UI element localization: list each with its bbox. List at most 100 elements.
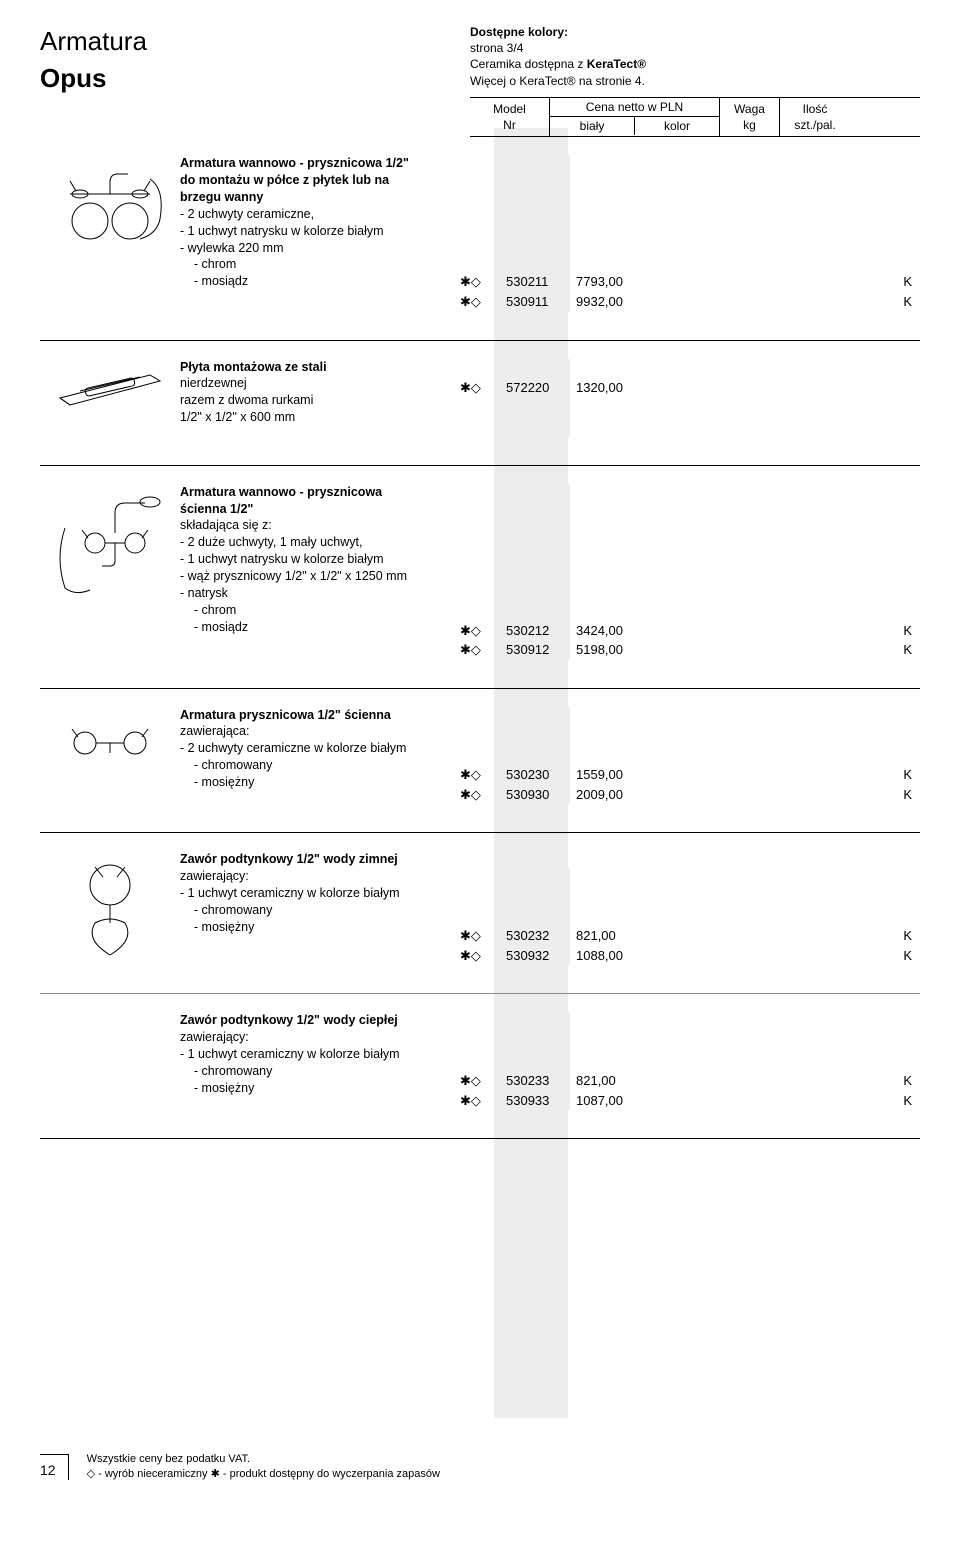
k-value: K xyxy=(650,926,920,946)
product-section: Armatura wannowo - prysznicowaścienna 1/… xyxy=(40,466,920,689)
product-description: Armatura prysznicowa 1/2" ściennazawiera… xyxy=(180,707,460,805)
variant-row: ✱◇530233821,00K xyxy=(460,1071,920,1091)
product-image xyxy=(40,707,180,805)
th-ilosc: Ilość xyxy=(780,101,850,117)
th-bialy: biały xyxy=(550,117,635,135)
product-image xyxy=(40,155,180,311)
product-description: Zawór podtynkowy 1/2" wody ciepłejzawier… xyxy=(180,1012,460,1110)
page-footer: 12 Wszystkie ceny bez podatku VAT. ◇ - w… xyxy=(40,1452,440,1482)
model-number: 530211 xyxy=(500,272,570,292)
variant-label: - chromowany xyxy=(180,1063,460,1080)
k-value: K xyxy=(650,1091,920,1111)
variant-label: - mosiężny xyxy=(180,774,460,791)
th-model: Model xyxy=(470,101,549,117)
variant-label: - mosiężny xyxy=(180,919,460,936)
ceramika-text: Ceramika dostępna z xyxy=(470,57,587,71)
colors-info: Dostępne kolory: strona 3/4 Ceramika dos… xyxy=(470,24,920,89)
model-number: 530930 xyxy=(500,785,570,805)
variant-row: ✱◇5309321088,00K xyxy=(460,946,920,966)
k-value: K xyxy=(650,1071,920,1091)
variant-row: ✱◇5309331087,00K xyxy=(460,1091,920,1111)
marker-icon: ✱◇ xyxy=(460,785,500,805)
th-waga: Waga xyxy=(720,101,779,117)
price-value: 1320,00 xyxy=(570,378,650,398)
product-line: zawierający: xyxy=(180,1029,460,1046)
k-value xyxy=(650,378,920,398)
marker-icon: ✱◇ xyxy=(460,765,500,785)
price-value: 1559,00 xyxy=(570,765,650,785)
variant-row: ✱◇5309125198,00K xyxy=(460,640,920,660)
product-title-line: do montażu w półce z płytek lub na xyxy=(180,172,460,189)
price-value: 7793,00 xyxy=(570,272,650,292)
model-number: 530912 xyxy=(500,640,570,660)
variant-row: ✱◇5309119932,00K xyxy=(460,292,920,312)
model-number: 572220 xyxy=(500,378,570,398)
model-number: 530230 xyxy=(500,765,570,785)
product-line: składająca się z: xyxy=(180,517,460,534)
page-title: Armatura xyxy=(40,24,320,59)
variant-row: ✱◇5302123424,00K xyxy=(460,621,920,641)
product-line: - 2 uchwyty ceramiczne w kolorze białym xyxy=(180,740,460,757)
variant-row: ✱◇530232821,00K xyxy=(460,926,920,946)
price-value: 821,00 xyxy=(570,926,650,946)
model-number: 530911 xyxy=(500,292,570,312)
price-value: 2009,00 xyxy=(570,785,650,805)
keratect-text: KeraTect® xyxy=(587,57,646,71)
price-value: 5198,00 xyxy=(570,640,650,660)
variant-row: ✱◇5302301559,00K xyxy=(460,765,920,785)
variant-label: - chromowany xyxy=(180,757,460,774)
page-info: strona 3/4 xyxy=(470,40,920,56)
k-value: K xyxy=(650,765,920,785)
product-image xyxy=(40,484,180,660)
product-description: Armatura wannowo - prysznicowaścienna 1/… xyxy=(180,484,460,660)
marker-icon: ✱◇ xyxy=(460,640,500,660)
variant-label: - chrom xyxy=(180,256,460,273)
marker-icon: ✱◇ xyxy=(460,1091,500,1111)
marker-icon: ✱◇ xyxy=(460,272,500,292)
price-value: 9932,00 xyxy=(570,292,650,312)
product-line: - wąż prysznicowy 1/2" x 1/2" x 1250 mm xyxy=(180,568,460,585)
product-title-line: Zawór podtynkowy 1/2" wody ciepłej xyxy=(180,1012,460,1029)
product-title-line: Armatura wannowo - prysznicowa 1/2" xyxy=(180,155,460,172)
model-number: 530933 xyxy=(500,1091,570,1111)
diamond-icon: ◇ xyxy=(87,1468,95,1480)
product-description: Armatura wannowo - prysznicowa 1/2"do mo… xyxy=(180,155,460,311)
marker-icon: ✱◇ xyxy=(460,621,500,641)
variant-row: ✱◇5722201320,00 xyxy=(460,378,920,398)
model-number: 530932 xyxy=(500,946,570,966)
variant-row: ✱◇5302117793,00K xyxy=(460,272,920,292)
page-number: 12 xyxy=(40,1454,69,1480)
product-section: Zawór podtynkowy 1/2" wody zimnejzawiera… xyxy=(40,833,920,994)
product-suffix-line: razem z dwoma rurkami xyxy=(180,392,460,409)
price-value: 3424,00 xyxy=(570,621,650,641)
product-line: zawierający: xyxy=(180,868,460,885)
product-line: - 1 uchwyt natrysku w kolorze białym xyxy=(180,551,460,568)
k-value: K xyxy=(650,292,920,312)
k-value: K xyxy=(650,946,920,966)
th-kolor: kolor xyxy=(635,117,719,135)
product-title-line: brzegu wanny xyxy=(180,189,460,206)
variant-label: - mosiądz xyxy=(180,619,460,636)
k-value: K xyxy=(650,640,920,660)
product-section: Armatura prysznicowa 1/2" ściennazawiera… xyxy=(40,689,920,834)
diamond-text: - wyrób nieceramiczny xyxy=(95,1468,211,1480)
marker-icon: ✱◇ xyxy=(460,292,500,312)
product-line: - wylewka 220 mm xyxy=(180,240,460,257)
product-section: Zawór podtynkowy 1/2" wody ciepłejzawier… xyxy=(40,994,920,1139)
variant-label: - chromowany xyxy=(180,902,460,919)
product-suffix-line: 1/2" x 1/2" x 600 mm xyxy=(180,409,460,426)
product-title-line: Armatura wannowo - prysznicowa xyxy=(180,484,460,501)
page-subtitle: Opus xyxy=(40,61,320,96)
th-pal: szt./pal. xyxy=(780,117,850,133)
variant-label: - mosiądz xyxy=(180,273,460,290)
variant-row: ✱◇5309302009,00K xyxy=(460,785,920,805)
product-line: zawierająca: xyxy=(180,723,460,740)
product-image xyxy=(40,1012,180,1110)
star-text: - produkt dostępny do wyczerpania zapasó… xyxy=(220,1468,440,1480)
product-title-line: Płyta montażowa ze stali xyxy=(180,359,460,376)
product-line: - 1 uchwyt ceramiczny w kolorze białym xyxy=(180,1046,460,1063)
model-number: 530232 xyxy=(500,926,570,946)
th-cena: Cena netto w PLN xyxy=(550,98,719,117)
marker-icon: ✱◇ xyxy=(460,1071,500,1091)
product-description: Płyta montażowa ze stalinierdzewnejrazem… xyxy=(180,359,460,437)
